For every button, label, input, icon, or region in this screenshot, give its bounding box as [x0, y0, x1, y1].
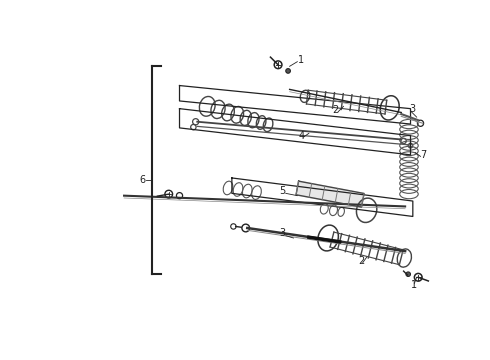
Text: 3: 3 — [279, 228, 285, 238]
Text: 4: 4 — [298, 131, 304, 141]
Circle shape — [406, 272, 411, 276]
Text: 1: 1 — [298, 55, 304, 65]
Circle shape — [286, 69, 291, 73]
Polygon shape — [296, 181, 364, 207]
Text: 6: 6 — [140, 175, 146, 185]
Text: 3: 3 — [410, 104, 416, 114]
Text: 7: 7 — [420, 150, 426, 160]
Text: 2: 2 — [333, 105, 339, 115]
Text: 2: 2 — [358, 256, 365, 266]
Text: 1: 1 — [411, 280, 417, 290]
Text: 5: 5 — [279, 186, 285, 196]
